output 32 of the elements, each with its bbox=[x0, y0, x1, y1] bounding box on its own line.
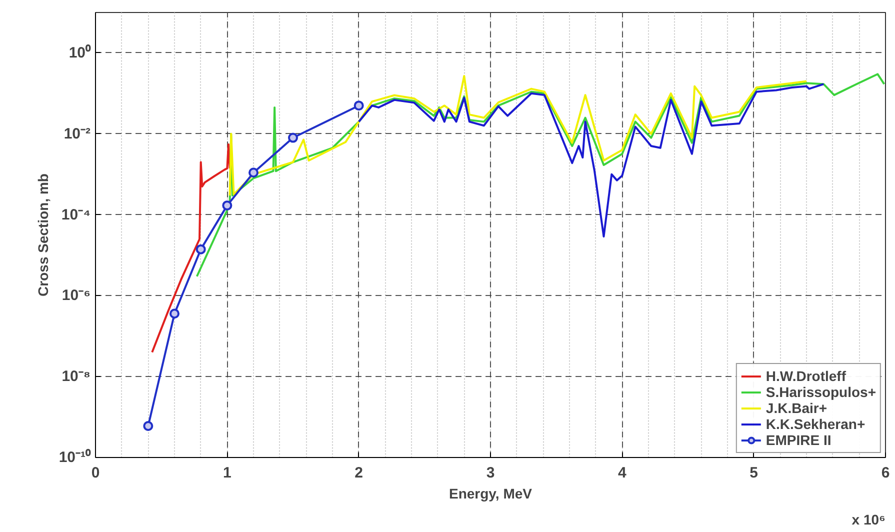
point bbox=[288, 132, 298, 143]
x-axis-title: Energy, MeV bbox=[449, 486, 533, 502]
legend-label: S.Harissopulos+ bbox=[766, 384, 876, 400]
legend-label: K.K.Sekheran+ bbox=[766, 416, 866, 432]
x-tick-label: 2 bbox=[354, 464, 364, 482]
point bbox=[248, 168, 258, 178]
x-tick-label: 3 bbox=[486, 464, 495, 482]
point bbox=[143, 421, 154, 432]
point bbox=[170, 308, 180, 319]
point bbox=[196, 244, 206, 254]
text: x 10⁶ bbox=[852, 512, 886, 528]
legend-label: H.W.Drotleff bbox=[766, 368, 846, 384]
legend-label: EMPIRE II bbox=[766, 432, 832, 448]
point bbox=[222, 200, 232, 210]
y-tick-label: 10⁻² bbox=[64, 125, 91, 142]
y-axis-title: Cross Section, mb bbox=[34, 174, 51, 296]
line-series bbox=[358, 83, 825, 238]
x-tick-label: 1 bbox=[222, 464, 232, 482]
y-tick-label: 10⁻⁸ bbox=[62, 368, 91, 386]
line-series bbox=[151, 143, 231, 354]
y-tick-label: 10⁰ bbox=[68, 43, 92, 62]
point bbox=[354, 100, 364, 111]
line-series bbox=[196, 73, 886, 278]
legend-label: J.K.Bair+ bbox=[766, 400, 827, 416]
x-tick-label: 4 bbox=[618, 464, 627, 482]
y-tick-label: 10⁻⁴ bbox=[61, 206, 91, 224]
y-tick-label: 10⁻¹⁰ bbox=[58, 448, 92, 466]
x-tick-label: 5 bbox=[750, 464, 758, 482]
y-tick-label: 10⁻⁶ bbox=[62, 287, 90, 304]
x-tick-label: 0 bbox=[91, 464, 100, 482]
x-tick-label: 6 bbox=[881, 464, 890, 482]
line-series bbox=[228, 74, 808, 196]
